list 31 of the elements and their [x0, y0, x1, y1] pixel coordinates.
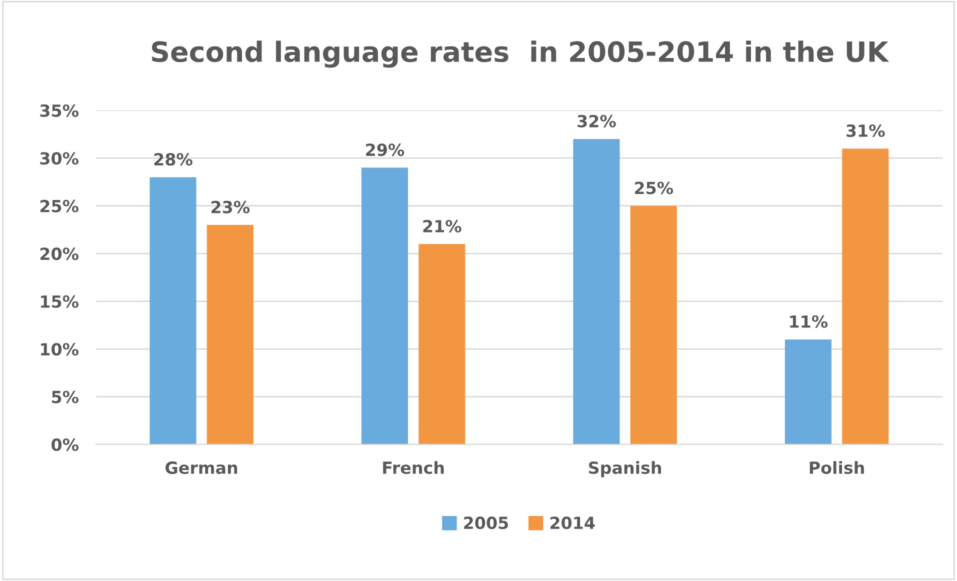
bar	[206, 224, 254, 444]
data-label: 21%	[423, 220, 462, 232]
x-tick-label: Spanish	[588, 461, 662, 478]
legend-label: 2014	[550, 516, 595, 530]
data-label: 25%	[634, 182, 674, 194]
y-tick-label: 10%	[41, 342, 79, 356]
data-label: 29%	[366, 143, 404, 156]
y-tick-label: 25%	[40, 200, 79, 212]
x-tick-label: Polish	[810, 461, 864, 474]
bar	[418, 244, 466, 444]
x-tick-label: German	[166, 461, 238, 474]
bar	[842, 148, 889, 444]
bar	[630, 206, 677, 444]
y-tick-label: 5%	[52, 390, 78, 404]
bar	[573, 139, 620, 444]
y-tick-label: 0%	[52, 438, 78, 452]
y-tick-label: 30%	[40, 152, 79, 165]
data-label: 23%	[212, 200, 250, 214]
bar	[361, 168, 408, 444]
bar	[150, 177, 196, 444]
y-tick-label: 20%	[40, 248, 79, 260]
x-tick-label: French	[383, 461, 444, 474]
y-tick-label: 15%	[41, 295, 79, 308]
chart-title: Second language rates in 2005-2014 in the UK	[152, 40, 890, 68]
y-tick-label: 35%	[40, 104, 79, 117]
data-label: 32%	[578, 114, 616, 128]
bar	[784, 339, 832, 444]
data-label: 31%	[846, 124, 885, 138]
data-label: 11%	[790, 315, 828, 328]
legend-label: 2005	[464, 516, 508, 530]
data-label: 28%	[154, 153, 192, 166]
